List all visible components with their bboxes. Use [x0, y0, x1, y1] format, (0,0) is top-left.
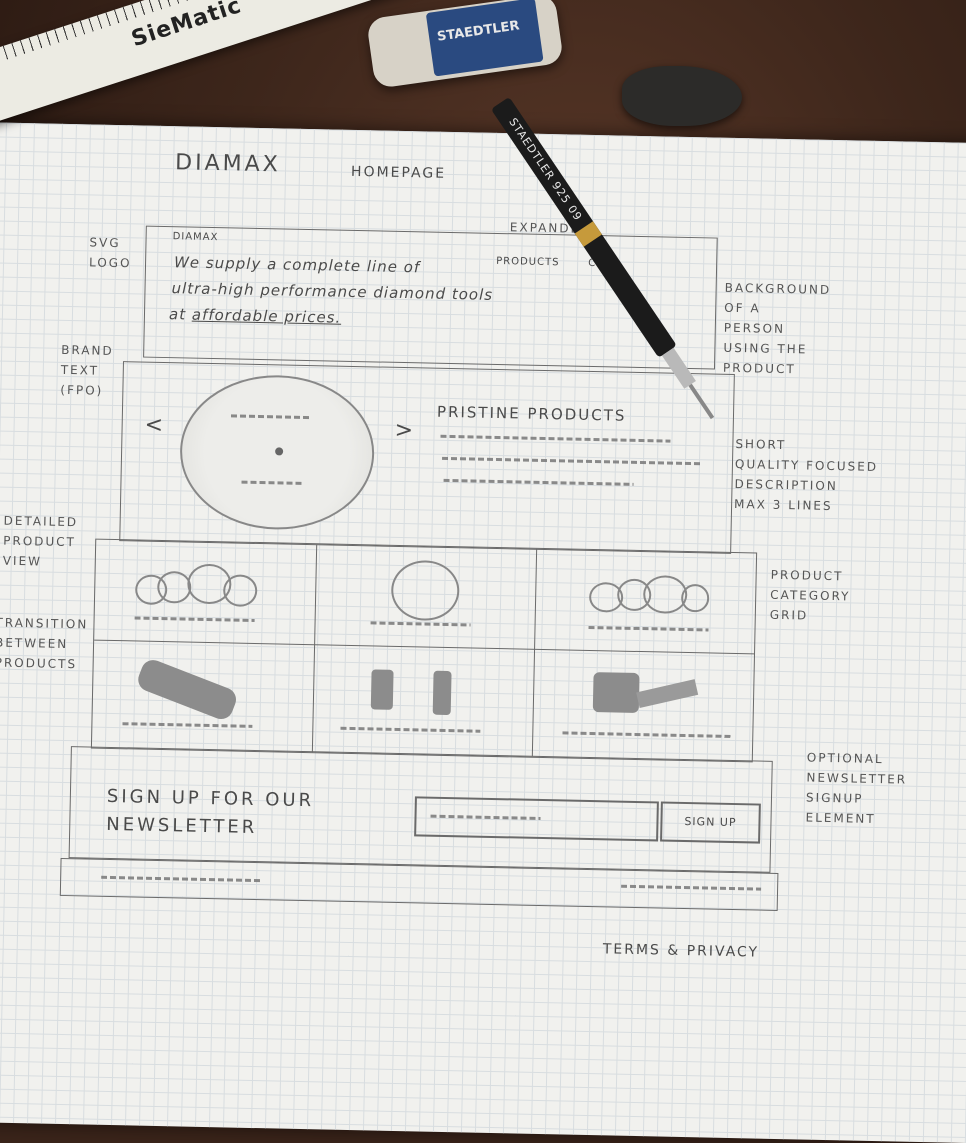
product-carousel: < > PRISTINE PRODUCTS	[119, 361, 735, 554]
note-newsletter: OPTIONAL NEWSLETTER SIGNUP ELEMENT	[805, 750, 908, 827]
note-background: BACKGROUND OF A PERSON USING THE PRODUCT	[722, 280, 832, 377]
note-detailed-product-view: DETAILED PRODUCT VIEW	[2, 513, 79, 569]
newsletter-heading-line-2: NEWSLETTER	[106, 813, 258, 839]
sign-up-button[interactable]: SIGN UP	[660, 801, 761, 844]
eraser-brand: STAEDTLER	[436, 18, 521, 45]
tagline-line-3: at affordable prices.	[169, 305, 342, 327]
category-tile[interactable]	[588, 574, 710, 615]
description-line	[443, 478, 634, 486]
stone-paperweight	[622, 66, 742, 126]
newsletter-heading-line-1: SIGN UP FOR OUR	[106, 785, 315, 812]
category-tile[interactable]	[573, 668, 704, 727]
graph-paper-sheet: DIAMAX HOMEPAGE DIAMAX We supply a compl…	[0, 120, 966, 1143]
note-category-grid: PRODUCT CATEGORY GRID	[769, 567, 851, 623]
category-label	[134, 616, 255, 622]
carousel-next-arrow[interactable]: >	[394, 417, 415, 444]
category-tile[interactable]	[390, 559, 460, 622]
sheet-brand: DIAMAX	[174, 150, 282, 178]
newsletter-email-input[interactable]	[414, 796, 659, 842]
blade-scribble	[241, 480, 302, 485]
note-transition: TRANSITION BETWEEN PRODUCTS	[0, 615, 89, 672]
category-label	[122, 722, 253, 728]
tagline-line-2: ultra-high performance diamond tools	[171, 279, 494, 304]
category-label	[340, 726, 481, 733]
eraser-sleeve: STAEDTLER	[425, 0, 544, 77]
note-short-description: SHORT QUALITY FOCUSED DESCRIPTION MAX 3 LI…	[733, 436, 879, 514]
description-line	[440, 434, 671, 443]
saw-blade-sketch	[178, 373, 376, 532]
carousel-heading: PRISTINE PRODUCTS	[436, 402, 627, 425]
tagline-line-1: We supply a complete line of	[173, 253, 421, 277]
category-tile[interactable]	[363, 663, 464, 721]
hero-logo: DIAMAX	[172, 231, 219, 244]
category-tile[interactable]	[134, 656, 240, 723]
note-brand-text: BRAND TEXT (FPO)	[60, 342, 114, 398]
tagline-prefix: at	[168, 305, 187, 324]
newsletter-section: SIGN UP FOR OUR NEWSLETTER SIGN UP	[68, 746, 773, 873]
category-label	[588, 625, 709, 632]
description-line	[442, 456, 703, 466]
terms-privacy-note: TERMS & PRIVACY	[602, 941, 760, 961]
category-label	[562, 731, 733, 738]
carousel-prev-arrow[interactable]: <	[144, 412, 165, 439]
ruler-brand: SieMatic	[128, 0, 245, 53]
blade-scribble	[230, 414, 311, 420]
affordable-prices-link[interactable]: affordable prices.	[191, 305, 342, 327]
note-svg-logo: SVG LOGO	[88, 235, 132, 271]
sheet-page-title: HOMEPAGE	[350, 163, 447, 182]
product-category-grid	[90, 538, 758, 763]
nav-products[interactable]: PRODUCTS	[496, 255, 560, 269]
category-label	[370, 621, 471, 627]
category-tile[interactable]	[134, 562, 258, 607]
blade-center-dot	[275, 447, 284, 456]
